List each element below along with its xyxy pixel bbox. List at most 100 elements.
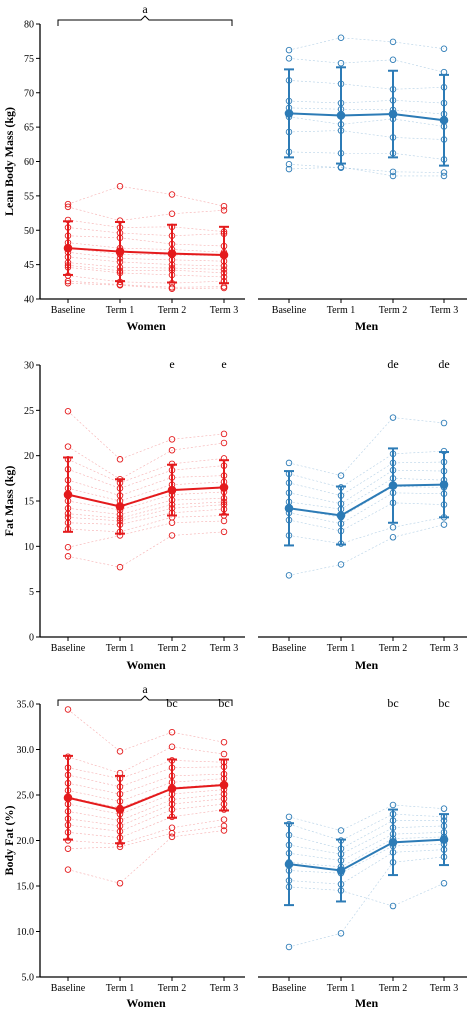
y-tick-label: 30.0 <box>17 745 35 756</box>
individual-line <box>67 458 225 484</box>
individual-line <box>67 206 225 221</box>
y-tick-label: 80 <box>24 20 34 31</box>
individual-point <box>116 456 124 463</box>
individual-line <box>67 256 225 267</box>
panel-women: Baseline Term 1 Term 2 Term 3 Women <box>40 706 245 1010</box>
individual-point <box>440 169 448 176</box>
individual-line <box>67 798 225 827</box>
individual-line <box>67 242 225 253</box>
y-tick-label: 10.0 <box>17 927 35 938</box>
x-tick-label: Term 2 <box>379 983 407 994</box>
individual-point <box>220 202 228 210</box>
individual-point <box>64 203 72 211</box>
individual-line <box>67 227 225 237</box>
significance-letter: e <box>221 357 226 371</box>
mean-point <box>388 838 398 847</box>
mean-line <box>288 483 445 517</box>
individual-point <box>64 407 72 415</box>
individual-point <box>389 902 397 910</box>
mean-point <box>439 835 449 844</box>
x-tick-label: Term 1 <box>327 305 355 316</box>
individual-line <box>67 491 225 511</box>
panel-men: Baseline Term 1 Term 2 Term 3 Men <box>258 34 467 333</box>
individual-point <box>337 827 345 834</box>
x-tick-label: Term 3 <box>210 643 238 654</box>
individual-point <box>116 182 124 190</box>
individual-line <box>67 488 225 506</box>
mean-point <box>336 866 346 875</box>
individual-line <box>67 760 225 779</box>
individual-point <box>220 750 228 758</box>
y-tick-label: 15.0 <box>17 882 35 893</box>
significance-letter: de <box>438 357 449 371</box>
y-tick-label: 5 <box>29 587 34 598</box>
y-tick-label: 20.0 <box>17 836 35 847</box>
individual-point <box>220 207 228 214</box>
significance-letter: a <box>142 682 148 696</box>
mean-point <box>284 109 294 118</box>
x-tick-label: Term 2 <box>158 305 186 316</box>
individual-line <box>67 803 225 832</box>
individual-point <box>168 436 176 443</box>
individual-line <box>288 166 444 177</box>
x-tick-label: Term 3 <box>210 983 238 994</box>
individual-line <box>288 80 445 90</box>
individual-line <box>67 185 225 207</box>
individual-point <box>168 728 176 736</box>
individual-point <box>116 748 124 755</box>
individual-point <box>440 172 448 180</box>
group-label: Men <box>355 658 379 672</box>
individual-line <box>288 856 445 948</box>
group-label: Women <box>126 658 166 672</box>
individual-point <box>285 459 293 467</box>
y-tick-label: 50 <box>24 226 34 237</box>
individual-point <box>285 572 293 579</box>
individual-point <box>337 472 345 479</box>
individual-point <box>220 822 228 830</box>
x-tick-label: Baseline <box>51 983 86 994</box>
individual-point <box>168 285 176 292</box>
individual-line <box>67 481 225 502</box>
mean-point <box>115 805 125 814</box>
individual-line <box>67 793 225 821</box>
mean-point <box>439 115 449 125</box>
mean-point <box>167 784 177 793</box>
x-tick-label: Baseline <box>272 305 307 316</box>
individual-point <box>285 165 293 173</box>
individual-line <box>67 515 225 533</box>
individual-point <box>64 553 72 560</box>
x-tick-label: Term 3 <box>210 305 238 316</box>
y-tick-label: 45 <box>24 260 34 271</box>
x-tick-label: Term 1 <box>327 643 355 654</box>
individual-line <box>288 882 445 907</box>
x-tick-label: Term 3 <box>430 983 458 994</box>
individual-line <box>288 417 445 476</box>
individual-line <box>67 282 225 289</box>
significance-letter: bc <box>438 696 449 710</box>
individual-point <box>389 38 397 46</box>
individual-point <box>389 168 397 176</box>
individual-point <box>285 813 293 821</box>
mean-point <box>63 490 73 499</box>
mean-point <box>63 793 73 803</box>
individual-point <box>220 827 228 834</box>
individual-line <box>288 107 445 115</box>
significance-bracket <box>57 695 233 706</box>
x-tick-label: Baseline <box>272 983 307 994</box>
individual-point <box>337 930 345 937</box>
individual-line <box>67 809 225 839</box>
group-label: Women <box>126 996 166 1010</box>
significance-letter: e <box>169 357 174 371</box>
mean-point <box>167 485 177 495</box>
individual-line <box>67 830 225 884</box>
individual-point <box>440 880 448 887</box>
individual-point <box>389 534 397 541</box>
panel-women: Baseline Term 1 Term 2 Term 3 Women <box>40 407 245 672</box>
x-tick-label: Term 2 <box>379 643 407 654</box>
individual-line <box>67 766 225 788</box>
mean-point <box>219 483 229 492</box>
y-tick-label: 35.0 <box>17 700 35 711</box>
individual-point <box>220 816 228 823</box>
x-tick-label: Term 3 <box>430 643 458 654</box>
individual-point <box>168 829 176 837</box>
